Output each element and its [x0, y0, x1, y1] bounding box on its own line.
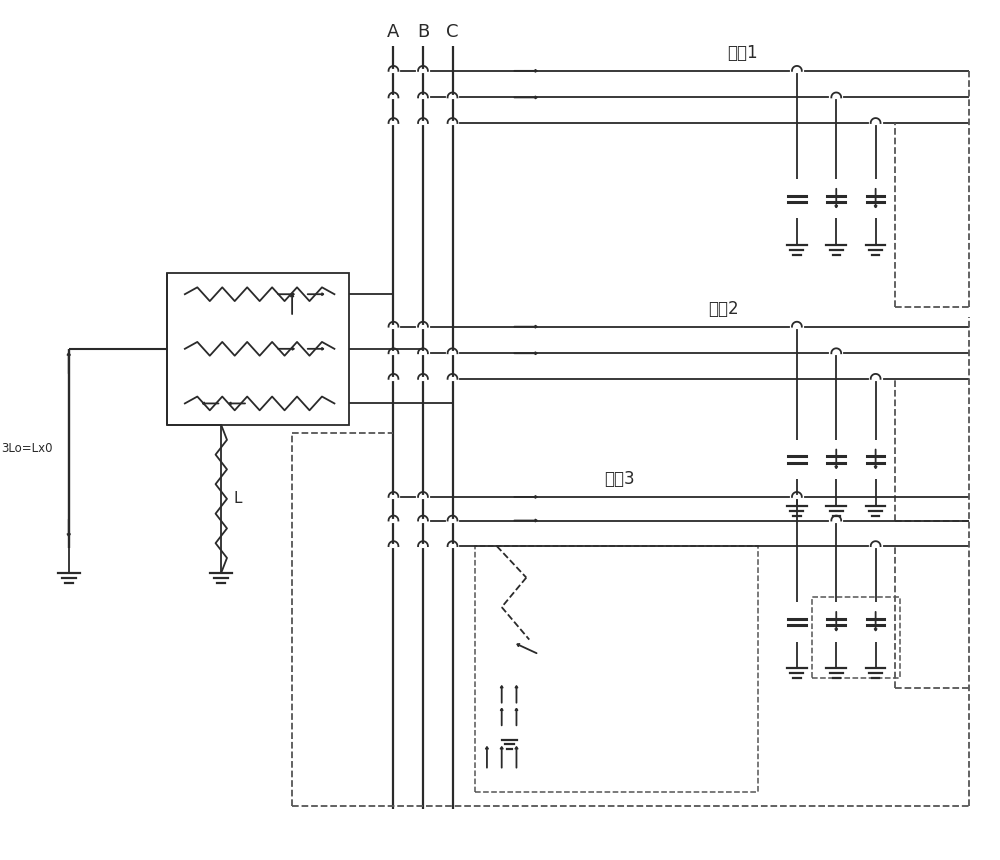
Text: C: C: [446, 23, 459, 41]
Bar: [475, 546, 758, 792]
Bar: [812, 598, 900, 678]
Text: B: B: [417, 23, 429, 41]
Text: A: A: [387, 23, 400, 41]
Text: 线路2: 线路2: [708, 300, 738, 318]
Text: 线路1: 线路1: [727, 44, 758, 62]
Text: 线路3: 线路3: [604, 470, 635, 488]
Bar: [167, 273, 349, 425]
Text: L: L: [233, 491, 242, 507]
Text: 3Lo=Lx0: 3Lo=Lx0: [2, 442, 53, 455]
